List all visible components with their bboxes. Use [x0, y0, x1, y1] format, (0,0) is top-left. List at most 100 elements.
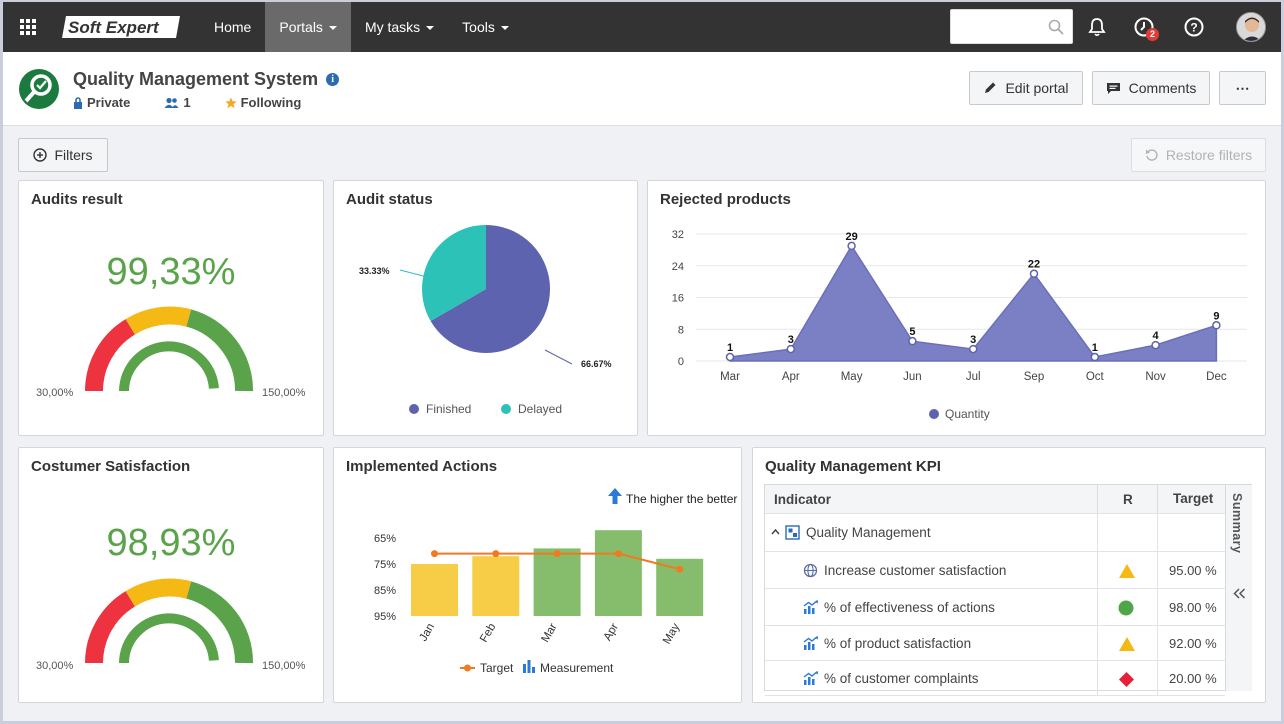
more-options-button[interactable]: ⋯	[1219, 71, 1266, 105]
pie-label-delayed: 33.33%	[359, 266, 390, 276]
softexpert-logo[interactable]: Soft Expert	[62, 14, 180, 40]
card-title: Audit status	[346, 191, 433, 208]
data-label: 22	[1028, 259, 1040, 271]
kpi-group-row[interactable]: Quality Management	[765, 514, 1225, 552]
pie-label-finished: 66.67%	[581, 359, 612, 369]
help-icon[interactable]: ?	[1181, 14, 1207, 40]
data-label: 9	[1213, 310, 1219, 322]
kpi-target-value: 20.00 %	[1169, 670, 1217, 686]
gauge-green-zone	[186, 309, 254, 392]
y-tick-label: 95%	[374, 611, 396, 623]
edit-portal-button[interactable]: Edit portal	[969, 71, 1083, 105]
kpi-row[interactable]: % of customer complaints 20.00 %	[765, 661, 1225, 696]
info-icon[interactable]: i	[326, 73, 340, 86]
trend-chart-icon	[803, 599, 819, 617]
nav-tools[interactable]: Tools	[448, 2, 523, 52]
y-tick-label: 65%	[374, 533, 396, 545]
col-target[interactable]: Target	[1173, 491, 1214, 506]
undo-icon	[1145, 149, 1158, 161]
legend-measurement: Measurement	[540, 661, 614, 675]
restore-filters-button[interactable]: Restore filters	[1131, 138, 1266, 172]
col-indicator[interactable]: Indicator	[774, 492, 832, 507]
kpi-target-value: 98.00 %	[1169, 599, 1217, 615]
kpi-row[interactable]: % of product satisfaction 92.00 %	[765, 626, 1225, 661]
chevron-up-icon	[771, 529, 780, 535]
follow-toggle[interactable]: Following	[224, 95, 301, 110]
kpi-target-value: 92.00 %	[1169, 635, 1217, 651]
svg-text:?: ?	[1190, 21, 1197, 35]
status-ok-icon	[1118, 600, 1134, 619]
nav-my-tasks[interactable]: My tasks	[351, 2, 448, 52]
x-tick-label: Jun	[903, 371, 922, 383]
comments-label: Comments	[1128, 80, 1197, 96]
summary-panel-toggle[interactable]: Summary	[1225, 485, 1252, 691]
card-title: Implemented Actions	[346, 458, 498, 475]
nav-tools-label: Tools	[462, 19, 495, 35]
gauge-max-label: 150,00%	[262, 387, 306, 399]
nav-portals-label: Portals	[279, 19, 323, 35]
search-icon[interactable]	[1048, 19, 1064, 40]
card-title: Audits result	[31, 191, 123, 208]
target-point	[553, 550, 561, 558]
data-point	[725, 352, 735, 362]
x-tick-label: Apr	[782, 371, 800, 383]
legend-swatch-quantity	[929, 409, 939, 419]
search-input[interactable]	[950, 9, 1073, 44]
pie-slice-delayed	[422, 225, 486, 321]
lock-icon	[74, 96, 82, 109]
data-label: 1	[727, 342, 733, 354]
pie-leader-finished	[544, 349, 573, 365]
kpi-row[interactable]: % of effectiveness of actions 98.00 %	[765, 589, 1225, 626]
pencil-icon	[985, 82, 996, 93]
bar-chart-icon	[523, 660, 535, 673]
nav-home[interactable]: Home	[200, 2, 265, 52]
higher-better-note: The higher the better	[626, 492, 737, 506]
col-r[interactable]: R	[1123, 492, 1133, 507]
audit-status-card: Audit status 66.67% 33.33% Finished Dela…	[333, 180, 638, 436]
data-point	[908, 336, 917, 346]
users-icon	[164, 97, 179, 108]
comments-button[interactable]: Comments	[1092, 71, 1210, 105]
user-avatar[interactable]	[1236, 12, 1266, 42]
x-tick-label: Dec	[1206, 371, 1227, 383]
bar-measurement	[411, 564, 458, 616]
edit-portal-label: Edit portal	[1005, 80, 1069, 96]
satisfaction-gauge	[85, 578, 254, 664]
nav-my-tasks-label: My tasks	[364, 19, 421, 35]
gauge-yellow-zone	[125, 306, 192, 335]
globe-icon	[803, 563, 818, 581]
portal-header: Quality Management System i Private 1 Fo…	[3, 52, 1281, 126]
data-label: 3	[788, 334, 794, 346]
tasks-clock-icon[interactable]: 2	[1131, 14, 1159, 41]
restore-filters-label: Restore filters	[1165, 147, 1253, 163]
bar-measurement	[472, 556, 520, 616]
rejected-products-chart: 0 8 16 24 32 1 3 29 5 3 22 1 4 9 Mar Apr May Jun Jul Sep O…	[672, 229, 1247, 421]
y-tick-label: 32	[672, 229, 684, 241]
gauge-min-label: 30,00%	[36, 387, 74, 399]
trend-chart-icon	[803, 635, 819, 653]
summary-label: Summary	[1230, 493, 1244, 554]
gauge-red-zone	[85, 319, 136, 392]
bell-icon[interactable]	[1084, 14, 1110, 40]
x-tick-label: Mar	[720, 371, 740, 383]
members-indicator[interactable]: 1	[164, 95, 191, 110]
nav-portals[interactable]: Portals	[265, 2, 351, 52]
data-point	[1151, 340, 1160, 350]
data-point	[1029, 269, 1039, 278]
legend-finished: Finished	[426, 402, 471, 416]
star-icon	[224, 97, 237, 108]
data-label: 3	[970, 334, 976, 346]
apps-grid-icon[interactable]	[3, 2, 53, 52]
legend-swatch-finished	[409, 404, 419, 414]
kpi-indicator-name: % of product satisfaction	[824, 635, 972, 651]
filters-button[interactable]: Filters	[18, 138, 108, 172]
target-point	[614, 550, 622, 558]
double-chevron-left-icon	[1233, 588, 1246, 599]
gauge-value-arc	[119, 341, 219, 392]
status-warning-icon	[1118, 563, 1136, 582]
kpi-group-label: Quality Management	[806, 525, 931, 540]
legend-delayed: Delayed	[518, 402, 562, 416]
x-tick-label: Oct	[1086, 371, 1105, 383]
kpi-row[interactable]: Increase customer satisfaction 95.00 %	[765, 552, 1225, 589]
legend-target-dot	[464, 664, 471, 672]
